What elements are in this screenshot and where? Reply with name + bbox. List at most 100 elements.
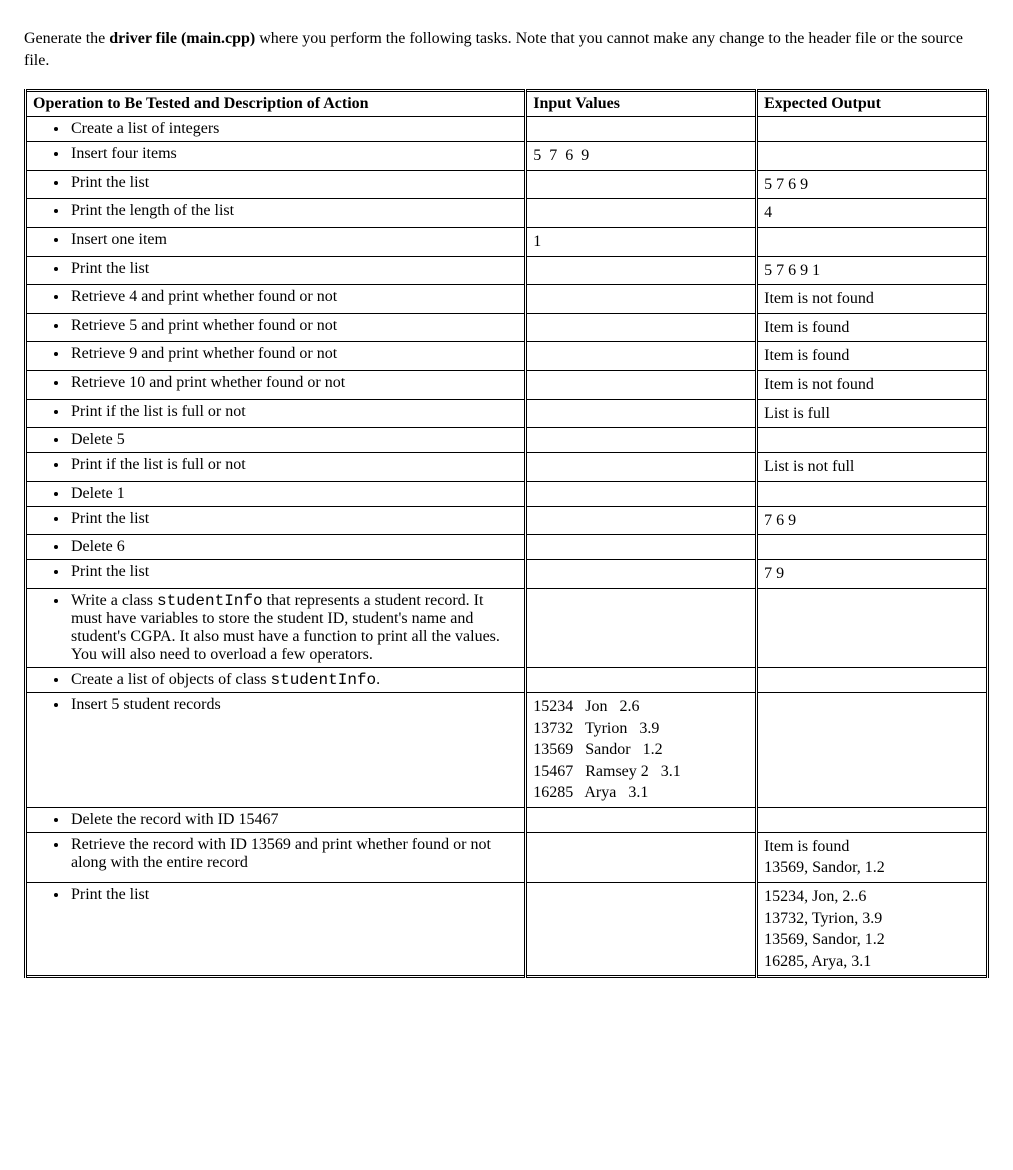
intro-bold: driver file (main.cpp) xyxy=(109,30,255,47)
cell-input xyxy=(526,481,757,506)
cell-operation: Print the list xyxy=(26,256,526,285)
output-text: 4 xyxy=(764,202,980,224)
cell-operation: Retrieve 10 and print whether found or n… xyxy=(26,370,526,399)
table-row: Create a list of objects of class studen… xyxy=(26,667,988,692)
table-row: Print if the list is full or not List is … xyxy=(26,399,988,428)
cell-output: 4 xyxy=(757,199,988,228)
table-row: Write a class studentInfo that represent… xyxy=(26,588,988,667)
cell-input xyxy=(526,199,757,228)
cell-input: 1 xyxy=(526,227,757,256)
cell-operation: Print the list xyxy=(26,883,526,977)
cell-operation: Retrieve 4 and print whether found or no… xyxy=(26,285,526,314)
cell-input xyxy=(526,342,757,371)
cell-output: Item is not found xyxy=(757,370,988,399)
cell-output: 5 7 6 9 1 xyxy=(757,256,988,285)
cell-operation: Delete 5 xyxy=(26,428,526,453)
output-text: 7 6 9 xyxy=(764,510,980,532)
cell-input xyxy=(526,535,757,560)
cell-input xyxy=(526,256,757,285)
cell-output: 7 6 9 xyxy=(757,506,988,535)
table-row: Insert one item 1 xyxy=(26,227,988,256)
cell-output: Item is found xyxy=(757,342,988,371)
operation-item: Print the list xyxy=(69,174,518,192)
cell-output xyxy=(757,588,988,667)
operation-item: Delete the record with ID 15467 xyxy=(69,811,518,829)
table-row: Create a list of integers xyxy=(26,117,988,142)
cell-input xyxy=(526,313,757,342)
cell-input: 5 7 6 9 xyxy=(526,142,757,171)
output-text: 15234, Jon, 2..6 13732, Tyrion, 3.9 1356… xyxy=(764,886,980,972)
output-text: List is full xyxy=(764,403,980,425)
intro-paragraph: Generate the driver file (main.cpp) wher… xyxy=(24,28,989,71)
table-row: Print the list 15234, Jon, 2..6 13732, Ty… xyxy=(26,883,988,977)
cell-input xyxy=(526,399,757,428)
operation-item: Retrieve the record with ID 13569 and pr… xyxy=(69,836,518,872)
cell-operation: Print the length of the list xyxy=(26,199,526,228)
cell-operation: Insert 5 student records xyxy=(26,692,526,807)
cell-output: 7 9 xyxy=(757,560,988,589)
cell-operation: Print if the list is full or not xyxy=(26,399,526,428)
cell-input xyxy=(526,560,757,589)
table-row: Retrieve 10 and print whether found or n… xyxy=(26,370,988,399)
table-row: Retrieve 5 and print whether found or no… xyxy=(26,313,988,342)
operation-item: Retrieve 10 and print whether found or n… xyxy=(69,374,518,392)
cell-output: Item is found xyxy=(757,313,988,342)
cell-operation: Insert one item xyxy=(26,227,526,256)
operation-item: Retrieve 5 and print whether found or no… xyxy=(69,317,518,335)
cell-output xyxy=(757,428,988,453)
output-text: List is not full xyxy=(764,456,980,478)
cell-output xyxy=(757,807,988,832)
input-text: 15234 Jon 2.6 13732 Tyrion 3.9 13569 San… xyxy=(533,696,749,804)
output-text: Item is found 13569, Sandor, 1.2 xyxy=(764,836,980,879)
operation-item: Insert one item xyxy=(69,231,518,249)
cell-input: 15234 Jon 2.6 13732 Tyrion 3.9 13569 San… xyxy=(526,692,757,807)
table-row: Print the list7 6 9 xyxy=(26,506,988,535)
cell-output xyxy=(757,227,988,256)
cell-operation: Write a class studentInfo that represent… xyxy=(26,588,526,667)
cell-operation: Retrieve 9 and print whether found or no… xyxy=(26,342,526,371)
cell-output xyxy=(757,535,988,560)
cell-input xyxy=(526,170,757,199)
cell-input xyxy=(526,832,757,882)
cell-output: Item is found 13569, Sandor, 1.2 xyxy=(757,832,988,882)
cell-operation: Print the list xyxy=(26,170,526,199)
cell-input xyxy=(526,428,757,453)
table-row: Insert four items 5 7 6 9 xyxy=(26,142,988,171)
cell-operation: Print the list xyxy=(26,560,526,589)
cell-input xyxy=(526,370,757,399)
cell-output xyxy=(757,142,988,171)
operation-item: Print the list xyxy=(69,260,518,278)
operation-item: Retrieve 9 and print whether found or no… xyxy=(69,345,518,363)
operation-item: Delete 1 xyxy=(69,485,518,503)
input-text: 5 7 6 9 xyxy=(533,145,749,167)
table-row: Print the length of the list 4 xyxy=(26,199,988,228)
output-text: Item is not found xyxy=(764,374,980,396)
output-text: Item is not found xyxy=(764,288,980,310)
output-text: Item is found xyxy=(764,345,980,367)
cell-output xyxy=(757,692,988,807)
table-row: Print the list5 7 6 9 xyxy=(26,170,988,199)
operation-item: Retrieve 4 and print whether found or no… xyxy=(69,288,518,306)
cell-output xyxy=(757,667,988,692)
cell-operation: Delete 6 xyxy=(26,535,526,560)
table-row: Retrieve 9 and print whether found or no… xyxy=(26,342,988,371)
col-header-output: Expected Output xyxy=(757,91,988,117)
cell-operation: Delete 1 xyxy=(26,481,526,506)
table-row: Delete the record with ID 15467 xyxy=(26,807,988,832)
cell-operation: Create a list of integers xyxy=(26,117,526,142)
table-row: Insert 5 student records15234 Jon 2.6 13… xyxy=(26,692,988,807)
operation-item: Print if the list is full or not xyxy=(69,456,518,474)
intro-prefix: Generate the xyxy=(24,30,109,47)
table-row: Retrieve the record with ID 13569 and pr… xyxy=(26,832,988,882)
cell-output: List is full xyxy=(757,399,988,428)
cell-operation: Retrieve the record with ID 13569 and pr… xyxy=(26,832,526,882)
cell-output xyxy=(757,481,988,506)
table-row: Print the list 7 9 xyxy=(26,560,988,589)
operation-item: Create a list of integers xyxy=(69,120,518,138)
operation-item: Print if the list is full or not xyxy=(69,403,518,421)
task-table: Operation to Be Tested and Description o… xyxy=(24,89,989,978)
col-header-operation: Operation to Be Tested and Description o… xyxy=(26,91,526,117)
cell-operation: Insert four items xyxy=(26,142,526,171)
cell-operation: Retrieve 5 and print whether found or no… xyxy=(26,313,526,342)
cell-input xyxy=(526,883,757,977)
